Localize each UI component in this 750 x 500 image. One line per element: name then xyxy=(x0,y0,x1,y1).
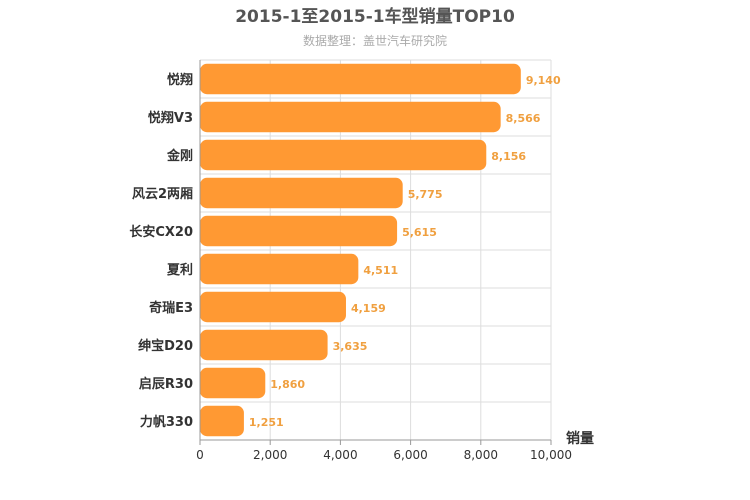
data-label: 5,775 xyxy=(408,188,443,201)
category-label: 悦翔V3 xyxy=(148,110,193,126)
x-tick-label: 0 xyxy=(196,448,204,462)
data-label: 9,140 xyxy=(526,74,561,87)
category-label: 绅宝D20 xyxy=(138,338,193,354)
x-tick-label: 10,000 xyxy=(530,448,572,462)
chart-subtitle: 数据整理：盖世汽车研究院 xyxy=(303,33,447,48)
category-label: 风云2两厢 xyxy=(132,187,193,202)
data-label: 4,511 xyxy=(363,264,398,277)
bar xyxy=(200,405,244,437)
x-tick-label: 6,000 xyxy=(393,448,427,462)
x-tick-label: 2,000 xyxy=(253,448,287,462)
data-label: 4,159 xyxy=(351,302,386,315)
data-label: 8,156 xyxy=(491,150,526,163)
chart-title: 2015-1至2015-1车型销量TOP10 xyxy=(235,6,515,27)
data-label: 5,615 xyxy=(402,226,437,239)
data-label: 8,566 xyxy=(506,112,541,125)
bar xyxy=(200,63,521,95)
bar xyxy=(200,215,398,247)
bar xyxy=(200,367,266,399)
bar xyxy=(200,291,346,323)
bar xyxy=(200,101,501,133)
bar xyxy=(200,253,359,285)
x-axis-title: 销量 xyxy=(566,430,594,447)
bar xyxy=(200,329,328,361)
category-label: 长安CX20 xyxy=(129,224,193,240)
category-label: 夏利 xyxy=(166,262,193,278)
bars: 9,140 8,566 8,156 5,775 5,615 4,511 4,159 3,635… xyxy=(200,63,561,437)
bar xyxy=(200,139,487,171)
category-label: 力帆330 xyxy=(140,414,193,430)
category-label: 悦翔 xyxy=(167,72,193,88)
category-label: 金刚 xyxy=(166,148,193,164)
bar xyxy=(200,177,403,209)
x-tick-label: 8,000 xyxy=(464,448,498,462)
category-label: 启辰R30 xyxy=(139,376,193,392)
category-label: 奇瑞E3 xyxy=(149,300,193,316)
data-label: 3,635 xyxy=(333,340,368,353)
data-label: 1,251 xyxy=(249,416,284,429)
x-tick-label: 4,000 xyxy=(323,448,357,462)
data-label: 1,860 xyxy=(270,378,305,391)
